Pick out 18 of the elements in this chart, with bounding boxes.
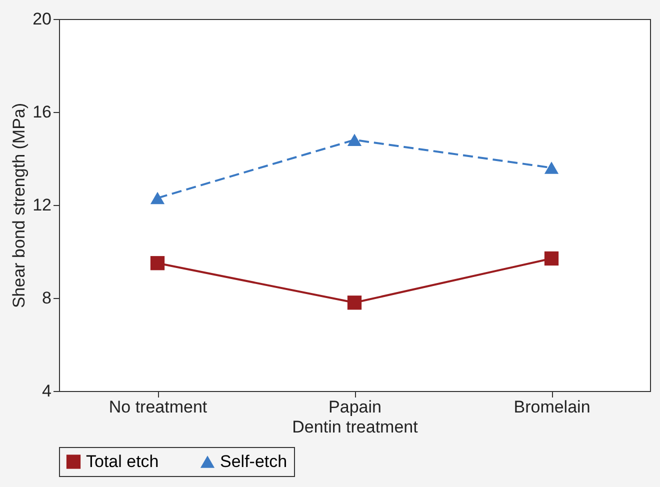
y-tick-label: 8: [42, 288, 52, 308]
point: [150, 256, 165, 270]
y-tick-label: 12: [32, 196, 52, 214]
y-tick-label: 20: [32, 10, 52, 28]
legend-label: Total etch: [86, 452, 159, 471]
point: [544, 162, 559, 174]
point: [347, 134, 362, 146]
point: [347, 296, 362, 310]
point: [150, 192, 165, 204]
x-axis-title: Dentin treatment: [292, 418, 418, 436]
y-tick-label: 4: [42, 382, 52, 400]
x-tick-label: Bromelain: [514, 398, 590, 416]
y-axis-title: Shear bond strength (MPa): [10, 102, 29, 308]
legend-label: Self-etch: [220, 452, 288, 471]
x-tick-label: No treatment: [108, 398, 208, 416]
point: [544, 251, 559, 266]
y-tick-label: 16: [32, 102, 52, 122]
x-tick-label: Papain: [328, 398, 382, 416]
